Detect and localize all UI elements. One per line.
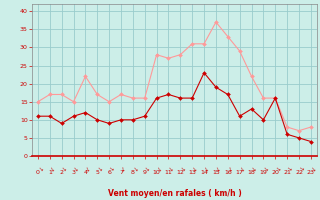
Text: ↑: ↑: [189, 164, 196, 171]
Text: ↑: ↑: [141, 164, 148, 171]
Text: ↑: ↑: [82, 164, 88, 171]
Text: ↑: ↑: [165, 164, 172, 171]
Text: ↑: ↑: [153, 164, 160, 171]
Text: ↑: ↑: [284, 164, 291, 171]
Text: ↑: ↑: [58, 164, 65, 171]
Text: ↑: ↑: [94, 164, 101, 171]
Text: ↑: ↑: [70, 164, 77, 171]
Text: ↑: ↑: [35, 164, 41, 171]
Text: ↑: ↑: [225, 164, 231, 170]
Text: ↑: ↑: [201, 164, 207, 171]
Text: ↑: ↑: [272, 164, 279, 171]
Text: ↑: ↑: [118, 164, 124, 170]
Text: ↑: ↑: [106, 164, 113, 171]
Text: ↑: ↑: [177, 164, 184, 171]
Text: ↑: ↑: [248, 164, 255, 171]
Text: ↑: ↑: [260, 164, 267, 171]
Text: ↑: ↑: [213, 164, 219, 171]
Text: ↑: ↑: [130, 164, 136, 171]
Text: ↑: ↑: [46, 164, 53, 171]
Text: ↑: ↑: [308, 164, 314, 171]
Text: ↑: ↑: [296, 164, 302, 171]
Text: ↑: ↑: [236, 164, 243, 171]
X-axis label: Vent moyen/en rafales ( km/h ): Vent moyen/en rafales ( km/h ): [108, 189, 241, 198]
